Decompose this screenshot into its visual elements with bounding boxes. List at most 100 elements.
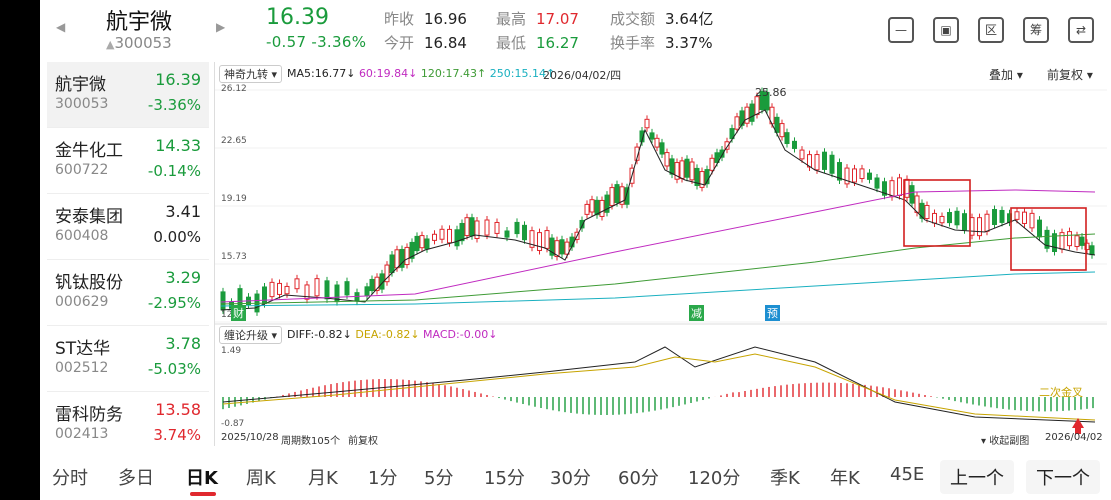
candle <box>909 185 915 204</box>
watchlist-item[interactable]: 金牛化工 600722 14.33 -0.14% <box>47 128 209 194</box>
ma60-value: 60:19.84↓ <box>358 67 418 80</box>
candle <box>409 241 415 259</box>
candle <box>669 158 675 175</box>
candle <box>954 210 960 226</box>
candle <box>504 230 510 238</box>
candle <box>947 212 952 224</box>
candle <box>792 140 797 149</box>
watchlist-item[interactable]: 安泰集团 600408 3.41 0.00% <box>47 194 209 260</box>
candle <box>269 281 275 298</box>
event-marker[interactable]: 预 <box>765 305 780 321</box>
candle <box>844 167 850 185</box>
candle <box>294 278 300 290</box>
tab-120min[interactable]: 120分 <box>688 468 741 489</box>
candle <box>1067 231 1072 247</box>
adjust-dropdown[interactable]: 前复权 ▾ <box>1047 68 1093 82</box>
next-stock-arrow-icon[interactable]: ▶ <box>216 20 226 34</box>
candle <box>604 194 610 213</box>
chips-icon[interactable]: 筹 <box>1023 17 1049 43</box>
candle <box>389 254 395 274</box>
candle <box>614 184 620 204</box>
event-marker[interactable]: 减 <box>689 305 704 321</box>
candle <box>704 169 710 185</box>
price-tick: 12. <box>221 310 236 320</box>
candle <box>882 181 887 196</box>
event-marker[interactable]: 财 <box>231 305 246 321</box>
candle <box>999 209 1005 223</box>
watchlist-item[interactable]: 钒钛股份 000629 3.29 -2.95% <box>47 260 209 326</box>
candle <box>584 203 590 215</box>
candle <box>659 142 665 155</box>
tab-60min[interactable]: 60分 <box>618 468 659 489</box>
candle <box>694 167 700 187</box>
candle <box>609 187 615 206</box>
tab-45e[interactable]: 45E <box>890 464 925 485</box>
candle <box>1044 229 1050 249</box>
candle <box>324 280 330 300</box>
candle <box>484 219 490 236</box>
kline-chart[interactable]: 神奇九转 ▾ MA5:16.77↓ 60:19.84↓ 120:17.43↑ 2… <box>214 62 1107 447</box>
tab-intraday[interactable]: 分时 <box>52 468 88 489</box>
ma-line <box>220 271 1096 307</box>
tab-weekly-k[interactable]: 周K <box>246 468 276 489</box>
macd-tick: 1.49 <box>221 346 242 356</box>
overlay-dropdown[interactable]: 叠加 ▾ <box>989 68 1023 82</box>
region-icon[interactable]: 区 <box>978 17 1004 43</box>
period-count: 周期数105个 <box>281 436 341 447</box>
ma120-value: 120:17.43↑ <box>420 67 487 80</box>
switch-icon[interactable]: ⇄ <box>1068 17 1094 43</box>
candle <box>764 91 770 111</box>
collapse-sub-chart-button[interactable]: ▾ 收起副图 <box>981 436 1030 447</box>
candle <box>754 96 760 116</box>
candle <box>822 151 827 170</box>
ma5-value: MA5:16.77↓ <box>287 67 356 80</box>
sub-indicator-selector[interactable]: 缠论升级 ▾ <box>219 326 283 344</box>
candle <box>874 177 880 189</box>
macd-legend: DIFF:-0.82↓ DEA:-0.82↓ MACD:-0.00↓ <box>287 328 497 341</box>
ma-line <box>220 233 1096 305</box>
kline-canvas[interactable] <box>215 62 1107 446</box>
screen-icon[interactable]: ▣ <box>933 17 959 43</box>
candle <box>474 220 480 240</box>
active-tab-indicator <box>190 492 216 496</box>
tab-multi-day[interactable]: 多日 <box>118 468 154 489</box>
tab-1min[interactable]: 1分 <box>368 468 398 489</box>
stat-turnover-amount: 成交额 3.64亿 <box>610 10 714 28</box>
prev-stock-button[interactable]: 上一个 <box>940 460 1014 494</box>
candle <box>859 168 865 179</box>
prev-stock-arrow-icon[interactable]: ◀ <box>56 20 66 34</box>
period-tabs: 分时 多日 日K 周K 月K 1分 5分 15分 30分 60分 120分 季K… <box>40 452 1111 500</box>
candle <box>992 209 997 225</box>
candle <box>374 276 380 292</box>
candle <box>414 235 420 252</box>
diff-value: DIFF:-0.82↓ <box>287 328 352 341</box>
ma-legend: MA5:16.77↓ 60:19.84↓ 120:17.43↑ 250:15.1… <box>287 67 555 80</box>
price-tick: 15.73 <box>221 252 247 262</box>
candle <box>837 162 842 181</box>
indicator-selector[interactable]: 神奇九转 ▾ <box>219 65 283 83</box>
candle <box>619 186 625 205</box>
tab-5min[interactable]: 5分 <box>424 468 454 489</box>
ma250-value: 250:15.14↑ <box>489 67 556 80</box>
tab-15min[interactable]: 15分 <box>484 468 525 489</box>
candle <box>564 241 570 255</box>
candle <box>432 233 437 241</box>
next-stock-button[interactable]: 下一个 <box>1026 460 1100 494</box>
stock-code: ▲300053 <box>106 34 172 52</box>
highlight-box <box>903 179 971 247</box>
candle <box>384 264 390 283</box>
candle <box>419 235 425 249</box>
ma-line <box>220 109 1096 311</box>
minus-box-icon[interactable]: — <box>888 17 914 43</box>
tab-daily-k[interactable]: 日K <box>186 468 218 489</box>
candle <box>559 239 565 255</box>
watchlist-item[interactable]: 雷科防务 002413 13.58 3.74% <box>47 392 209 458</box>
tab-quarterly-k[interactable]: 季K <box>770 468 800 489</box>
watchlist-item[interactable]: 航宇微 300053 16.39 -3.36% <box>47 62 209 128</box>
tab-30min[interactable]: 30分 <box>550 468 591 489</box>
candle <box>939 215 945 224</box>
tab-monthly-k[interactable]: 月K <box>308 468 338 489</box>
tab-yearly-k[interactable]: 年K <box>830 468 860 489</box>
candle <box>304 284 310 300</box>
watchlist-item[interactable]: ST达华 002512 3.78 -5.03% <box>47 326 209 392</box>
